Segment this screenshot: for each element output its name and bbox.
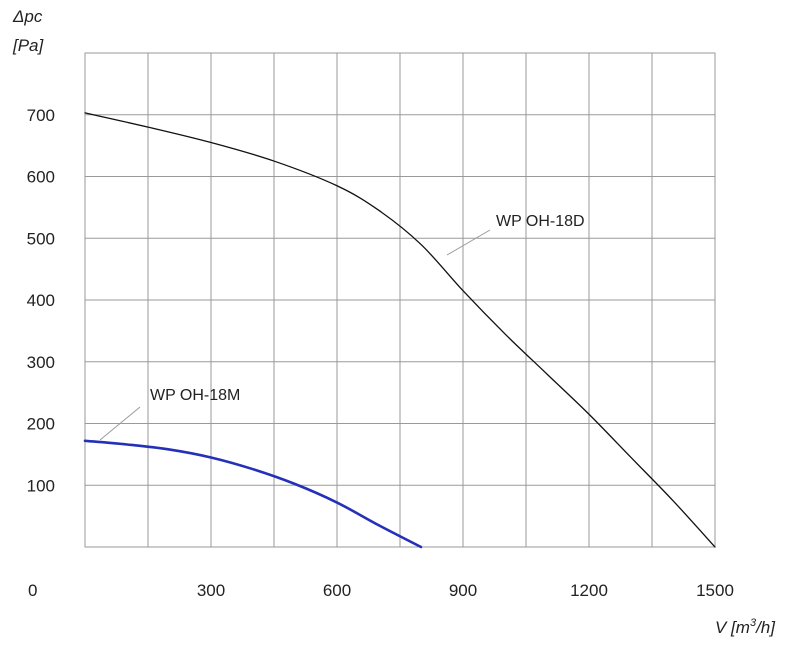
x-axis-title-prefix: V [m <box>715 618 750 637</box>
y-axis-unit: [Pa] <box>12 36 45 55</box>
x-axis-title: V [m3/h] <box>715 617 776 637</box>
y-tick-label: 100 <box>27 476 55 495</box>
x-tick-label: 1200 <box>570 581 608 600</box>
y-tick-label: 500 <box>27 229 55 248</box>
series <box>83 112 716 549</box>
plot-frame <box>84 52 716 548</box>
x-tick-label: 600 <box>323 581 351 600</box>
y-axis-symbol: Δpc <box>12 7 43 26</box>
series-label-18d: WP OH-18D <box>496 213 585 230</box>
series-label-18m: WP OH-18M <box>150 387 240 404</box>
y-tick-label: 700 <box>27 106 55 125</box>
x-tick-label: 900 <box>449 581 477 600</box>
y-tick-label: 300 <box>27 353 55 372</box>
x-axis-title-suffix: /h] <box>755 618 776 637</box>
x-axis-title-sup: 3 <box>750 617 757 629</box>
origin-label: 0 <box>28 581 37 600</box>
grid <box>84 52 716 548</box>
y-tick-label: 200 <box>27 415 55 434</box>
y-tick-label: 600 <box>27 168 55 187</box>
x-tick-label: 300 <box>197 581 225 600</box>
tick-labels: 300 600 900 1200 1500 100 200 300 400 500 600 700 <box>27 106 734 600</box>
series-line-18d <box>84 112 716 548</box>
leader-line-18m <box>99 406 141 441</box>
y-tick-label: 400 <box>27 291 55 310</box>
leader-line-18d <box>446 229 491 256</box>
series-line-18m <box>83 439 423 549</box>
x-tick-label: 1500 <box>696 581 734 600</box>
